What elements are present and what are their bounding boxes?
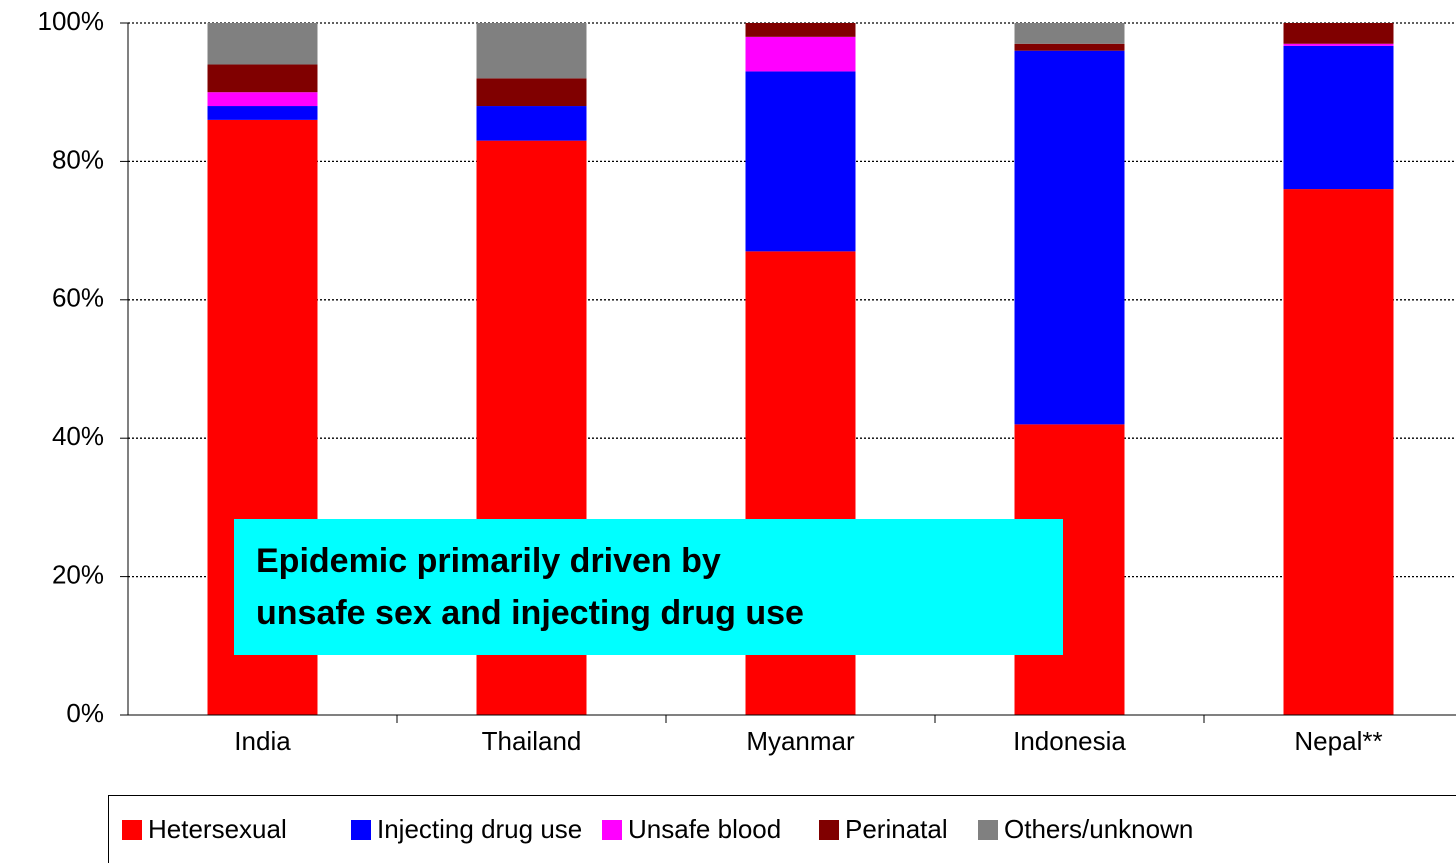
bar-segment — [1283, 43, 1394, 46]
y-tick-label: 60% — [52, 283, 104, 313]
legend-swatch — [351, 820, 371, 840]
y-tick-label: 80% — [52, 144, 104, 174]
y-tick-label: 100% — [38, 6, 105, 36]
bar-segment — [1283, 45, 1394, 190]
bar-segment — [745, 23, 856, 37]
bar-segment — [476, 106, 587, 141]
legend-box — [108, 795, 1456, 863]
x-tick-label: India — [234, 726, 291, 756]
bar-segment — [207, 106, 318, 120]
bar-segment — [1283, 189, 1394, 715]
x-tick-label: Myanmar — [746, 726, 855, 756]
y-tick-label: 0% — [66, 698, 104, 728]
legend-label: Unsafe blood — [628, 814, 781, 844]
annotation-line: unsafe sex and injecting drug use — [256, 594, 804, 632]
legend-swatch — [819, 820, 839, 840]
legend-label: Hetersexual — [148, 814, 287, 844]
bar-segment — [1283, 23, 1394, 44]
bar-segment — [476, 23, 587, 79]
legend-label: Others/unknown — [1004, 814, 1193, 844]
annotation-box — [234, 519, 1063, 655]
legend-swatch — [978, 820, 998, 840]
annotation: Epidemic primarily driven by unsafe sex a… — [256, 542, 804, 632]
bar-segment — [1014, 43, 1125, 51]
x-tick-label: Indonesia — [1013, 726, 1126, 756]
bar-segment — [476, 78, 587, 107]
annotation-line: Epidemic primarily driven by — [256, 542, 721, 580]
bar-segment — [207, 64, 318, 93]
legend-label: Perinatal — [845, 814, 948, 844]
bar-segment — [1014, 50, 1125, 425]
y-tick-label: 40% — [52, 421, 104, 451]
x-tick-label: Thailand — [482, 726, 582, 756]
bar-segment — [207, 92, 318, 107]
y-tick-label: 20% — [52, 559, 104, 589]
legend-label: Injecting drug use — [377, 814, 582, 844]
bar-segment — [1014, 23, 1125, 44]
bar-segment — [207, 23, 318, 65]
bar-segment — [745, 71, 856, 252]
legend-swatch — [602, 820, 622, 840]
legend-swatch — [122, 820, 142, 840]
bar-segment — [745, 36, 856, 72]
x-tick-label: Nepal** — [1294, 726, 1382, 756]
